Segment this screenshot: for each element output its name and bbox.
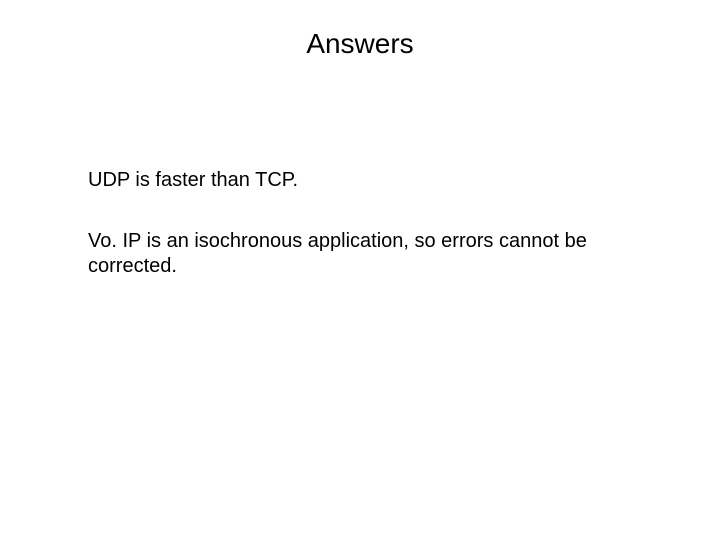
slide: Answers UDP is faster than TCP. Vo. IP i…: [0, 0, 720, 540]
body-paragraph: UDP is faster than TCP.: [88, 168, 628, 193]
body-paragraph: Vo. IP is an isochronous application, so…: [88, 229, 628, 279]
slide-body: UDP is faster than TCP. Vo. IP is an iso…: [88, 168, 628, 315]
slide-title: Answers: [0, 28, 720, 60]
